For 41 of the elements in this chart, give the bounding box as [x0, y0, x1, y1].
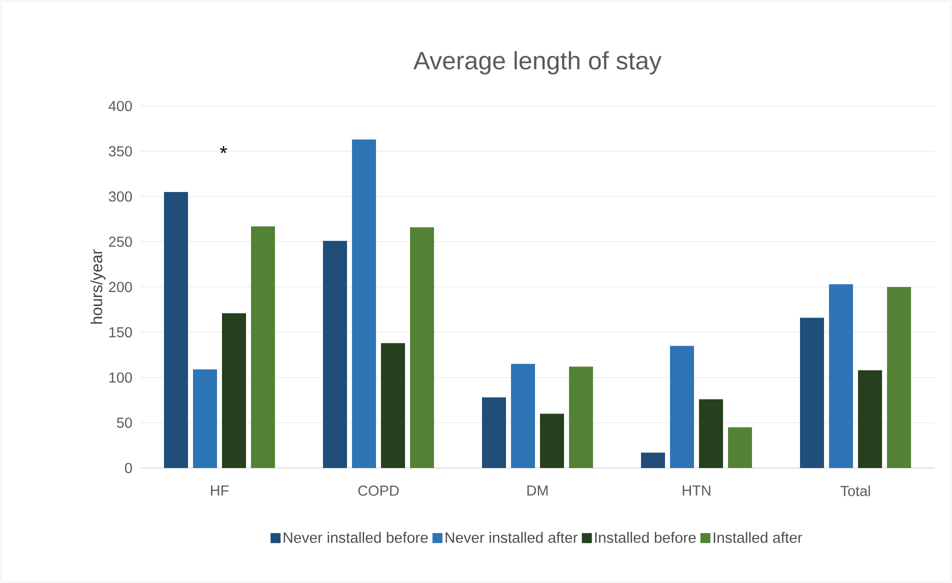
- y-tick-label: 50: [116, 418, 132, 428]
- y-tick-label: 200: [109, 282, 132, 292]
- x-tick-label: HF: [211, 486, 229, 496]
- y-tick-label: 100: [109, 372, 132, 383]
- bar: [699, 399, 724, 468]
- bar: [569, 366, 594, 468]
- x-tick-label: COPD: [358, 486, 399, 496]
- bar: [511, 364, 536, 468]
- bar: [728, 427, 752, 468]
- annotation: *: [220, 146, 228, 154]
- bar: [482, 397, 506, 468]
- y-tick-label: 400: [108, 100, 132, 112]
- y-tick-label: 250: [109, 236, 132, 247]
- bar: [540, 414, 564, 468]
- legend-label: Never installed before: [284, 532, 428, 543]
- y-tick-label: 150: [109, 327, 132, 338]
- bar: [641, 452, 666, 468]
- chart-title: Average length of stay: [413, 51, 662, 74]
- bar: [410, 227, 434, 468]
- bar: [193, 369, 218, 468]
- legend-label: Installed before: [595, 532, 696, 543]
- bar: [858, 370, 882, 468]
- y-axis-title: hours/year: [90, 249, 106, 324]
- x-tick-label: HTN: [682, 486, 710, 496]
- bar: [352, 139, 376, 468]
- bar: [800, 318, 824, 468]
- bar: [829, 284, 854, 468]
- legend-label: Never installed after: [446, 532, 578, 543]
- bar: [670, 346, 694, 468]
- legend-label: Installed after: [714, 532, 802, 543]
- y-tick-label: 0: [124, 462, 132, 474]
- y-tick-label: 300: [108, 191, 132, 202]
- bar: [381, 343, 406, 468]
- bar: [164, 192, 188, 468]
- x-tick-label: Total: [840, 486, 870, 496]
- bar: [222, 313, 246, 468]
- bar: [251, 226, 276, 468]
- bar: [323, 240, 348, 468]
- bar: [887, 287, 912, 468]
- y-tick-label: 350: [108, 146, 132, 156]
- x-tick-label: DM: [527, 486, 548, 496]
